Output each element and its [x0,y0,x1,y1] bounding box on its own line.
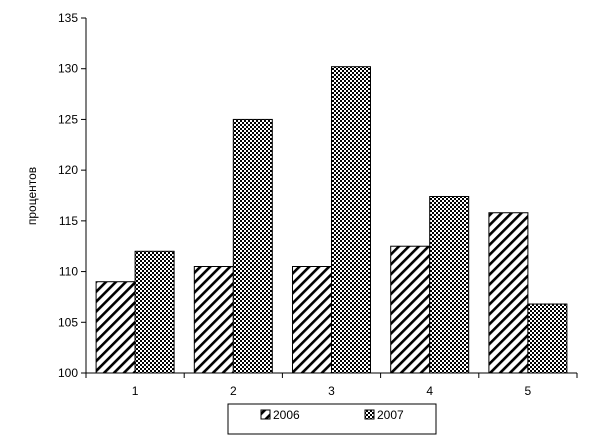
y-tick-label: 110 [59,265,78,279]
y-axis-title: процентов [25,167,39,225]
bar-2006-5 [488,212,529,374]
legend-box [227,403,437,435]
bar-2007-2 [232,118,273,374]
bar-2006-2 [193,266,234,374]
x-tick-label: 3 [328,384,335,398]
y-tick-label: 115 [59,214,78,228]
bar-2007-4 [429,196,470,374]
legend-label-2006: 2006 [273,408,300,422]
y-tick-label: 130 [58,62,78,76]
legend-swatch-2007 [364,409,375,420]
legend-swatch-2006 [260,409,271,420]
y-tick-label: 100 [58,366,78,380]
legend-label-2007: 2007 [377,408,404,422]
x-tick-label: 5 [525,384,532,398]
x-axis-ticks: 1 2 3 4 5 [85,373,578,398]
bar-2007-3 [331,66,371,374]
y-tick-label: 135 [58,11,78,25]
bars [95,66,568,374]
y-tick-label: 125 [58,112,78,126]
y-tick-label: 120 [58,163,78,177]
x-tick-label: 4 [426,384,433,398]
bar-2007-5 [527,303,568,374]
y-axis-ticks: 100 105 110 115 120 125 130 135 [58,11,86,380]
bar-2006-3 [292,266,332,374]
x-tick-label: 1 [132,384,139,398]
legend: 2006 2007 [227,403,437,435]
x-tick-label: 2 [230,384,237,398]
bar-2006-4 [390,245,431,374]
y-tick-label: 105 [58,315,78,329]
bar-2007-1 [134,250,175,374]
bar-2006-1 [95,281,136,374]
